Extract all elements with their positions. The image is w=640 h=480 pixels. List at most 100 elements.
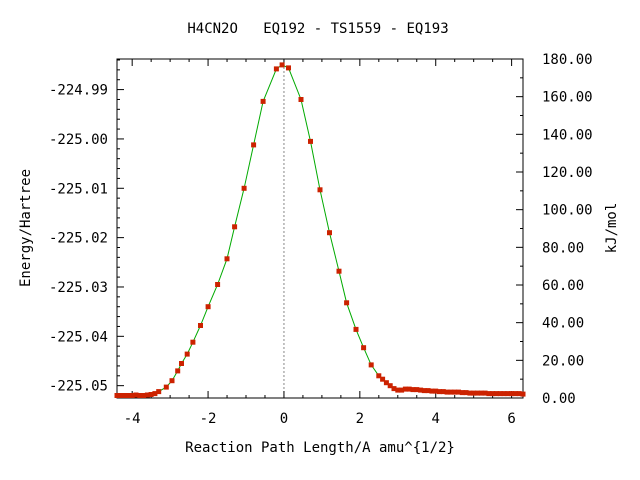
data-point — [156, 389, 162, 395]
data-point — [232, 224, 238, 230]
y-tick-label: -225.02 — [49, 231, 108, 247]
data-point — [440, 389, 446, 395]
x-tick-label: 6 — [507, 411, 515, 427]
data-point — [433, 388, 439, 394]
y-tick-label: -225.05 — [49, 379, 108, 395]
data-point — [387, 383, 393, 389]
data-point — [114, 393, 120, 398]
y-axis-kj: 0.00 20.00 40.00 60.00 80.00 100.00 120.00 140.… — [516, 52, 593, 407]
x-tick-label: 2 — [356, 411, 364, 427]
data-point — [478, 390, 484, 396]
data-point — [198, 323, 203, 328]
y-axis-label: Energy/Hartree — [18, 169, 34, 287]
data-point — [190, 339, 196, 345]
data-point — [459, 390, 465, 396]
data-point — [395, 387, 401, 393]
data-point — [493, 391, 499, 397]
data-point — [286, 65, 291, 71]
data-point — [368, 362, 374, 368]
data-point — [467, 390, 473, 396]
plot-frame — [116, 58, 524, 399]
data-point — [137, 393, 143, 398]
y-tick-label: -225.00 — [49, 132, 108, 148]
y-tick-label: -224.99 — [49, 83, 108, 99]
data-point — [418, 387, 424, 393]
x-axis-label: Reaction Path Length/A amu^{1/2} — [185, 440, 455, 456]
data-point — [471, 390, 477, 396]
data-point — [215, 282, 221, 287]
data-point — [448, 389, 454, 395]
data-point — [353, 326, 359, 332]
data-point — [437, 389, 442, 395]
data-point — [425, 388, 431, 394]
data-point — [512, 391, 518, 397]
data-point — [376, 373, 382, 379]
y2-tick-label: 0.00 — [542, 391, 576, 407]
y-tick-label: -225.01 — [49, 181, 108, 197]
data-point — [141, 393, 147, 398]
y2-tick-label: 60.00 — [542, 278, 584, 294]
data-point — [273, 66, 279, 72]
data-point — [497, 391, 503, 397]
data-point — [118, 393, 124, 398]
y2-tick-label: 180.00 — [542, 52, 593, 68]
x-tick-label: 0 — [280, 411, 288, 427]
energy-curve — [117, 64, 524, 396]
y-tick-label: -225.03 — [49, 280, 108, 296]
data-point — [336, 268, 342, 274]
y2-tick-label: 40.00 — [542, 316, 584, 332]
data-point — [429, 388, 435, 394]
data-point — [406, 386, 412, 392]
data-point — [475, 390, 480, 396]
data-point — [516, 391, 522, 397]
data-point — [260, 98, 266, 104]
data-point — [251, 142, 257, 148]
y2-tick-label: 120.00 — [542, 165, 593, 181]
data-point — [380, 376, 386, 382]
data-point — [452, 389, 458, 395]
energy-curve-line — [117, 64, 524, 396]
x-tick-label: -4 — [124, 411, 141, 427]
y2-tick-label: 100.00 — [542, 203, 593, 219]
data-point — [308, 138, 313, 144]
data-point — [486, 391, 492, 397]
data-point — [144, 392, 150, 398]
data-point — [179, 361, 184, 366]
data-point — [129, 393, 135, 398]
data-point — [383, 380, 389, 386]
data-point — [482, 390, 488, 396]
data-point — [410, 387, 416, 393]
data-point — [463, 390, 469, 396]
data-point — [520, 391, 526, 397]
y-tick-label: -225.04 — [49, 329, 108, 345]
data-point — [399, 387, 405, 393]
data-point — [298, 97, 304, 102]
data-point — [317, 187, 323, 193]
data-point — [414, 387, 420, 393]
data-point — [224, 256, 230, 262]
y-axis-energy: -224.99 -225.00 -225.01 -225.02 -225.03 -225.… — [49, 59, 124, 395]
y2-tick-label: 20.00 — [542, 353, 584, 369]
data-point — [402, 386, 408, 392]
energy-points — [114, 62, 526, 398]
data-point — [361, 345, 367, 351]
y2-tick-label: 140.00 — [542, 127, 593, 143]
y2-axis-label: kJ/mol — [604, 203, 620, 254]
data-point — [152, 391, 158, 397]
x-axis: -4 -2 0 2 4 6 — [124, 59, 516, 427]
data-point — [344, 300, 350, 306]
data-point — [133, 392, 139, 398]
data-point — [205, 304, 211, 310]
x-tick-label: -2 — [200, 411, 217, 427]
data-point — [444, 389, 450, 395]
data-point — [509, 391, 515, 397]
data-point — [125, 393, 131, 398]
chart-title: H4CN2O EQ192 - TS1559 - EQ193 — [187, 21, 448, 37]
data-point — [148, 392, 154, 397]
x-tick-label: 4 — [432, 411, 440, 427]
y2-tick-label: 80.00 — [542, 240, 584, 256]
data-point — [163, 384, 169, 390]
data-point — [175, 368, 181, 374]
data-point — [122, 393, 128, 398]
data-point — [421, 388, 427, 394]
